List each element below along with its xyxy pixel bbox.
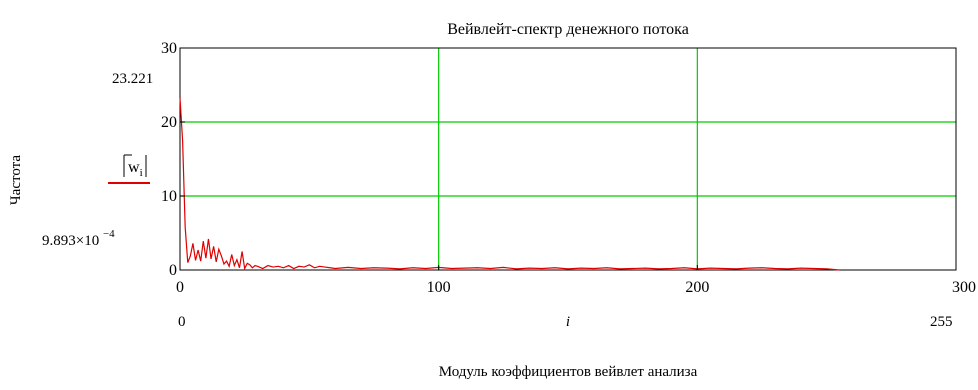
y-marker-min: 9.893×10 −4: [42, 228, 115, 249]
plot-frame: [179, 47, 957, 271]
x-tick-label-0: 0: [176, 279, 184, 296]
legend-label: wi: [128, 159, 143, 179]
x-variable: i: [566, 314, 570, 330]
legend-sub: i: [140, 167, 143, 179]
y-marker-max: 23.221: [112, 71, 153, 87]
x-marker-max: 255: [930, 314, 953, 330]
svg-text:9.893×10 −4: 9.893×10 −4: [42, 228, 115, 249]
x-axis-label: Модуль коэффициентов вейвлет анализа: [439, 364, 698, 380]
x-tick-label-2: 200: [685, 279, 709, 296]
y-tick-label-3: 30: [161, 40, 177, 57]
x-marker-min: 0: [178, 314, 186, 330]
chart-title: Вейвлейт-спектр денежного потока: [447, 21, 689, 38]
x-tick-label-1: 100: [427, 279, 451, 296]
series-line-0: [179, 98, 840, 271]
legend-base: w: [128, 159, 140, 176]
y-marker-min-exponent: −4: [103, 228, 115, 240]
y-tick-labels: 0 10 20 30: [161, 40, 185, 279]
series-group: [179, 98, 840, 271]
x-tick-label-3: 300: [952, 279, 976, 296]
y-axis-label: Частота: [8, 155, 24, 205]
y-tick-label-1: 10: [161, 188, 177, 205]
y-tick-label-2: 20: [161, 114, 177, 131]
grid-lines: [180, 48, 956, 270]
y-marker-min-mantissa: 9.893×10: [42, 233, 99, 249]
y-tick-label-0: 0: [169, 262, 177, 279]
legend: wi: [108, 154, 150, 184]
x-tick-labels: 0 100 200 300: [176, 265, 976, 296]
